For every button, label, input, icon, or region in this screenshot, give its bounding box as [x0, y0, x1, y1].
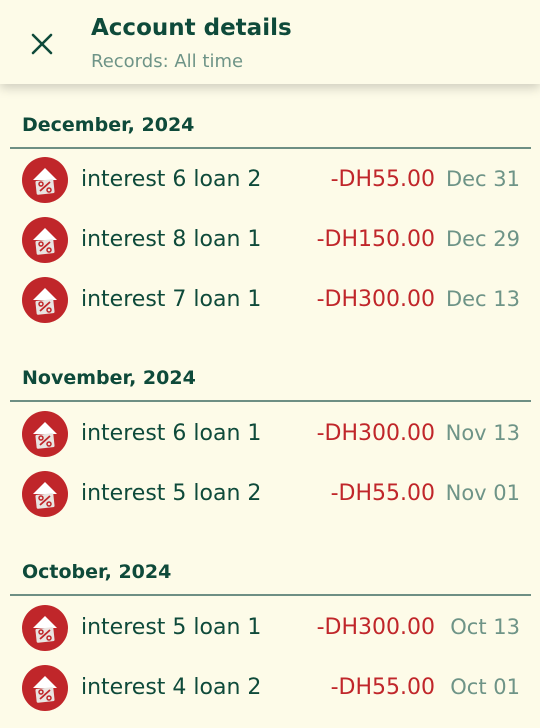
record-row[interactable]: interest 6 loan 1 -DH300.00 Nov 13 — [0, 409, 540, 459]
record-name: interest 5 loan 1 — [81, 615, 262, 640]
loan-interest-icon — [22, 157, 68, 203]
record-amount: -DH55.00 — [330, 675, 435, 700]
record-name: interest 8 loan 1 — [81, 227, 262, 252]
record-row[interactable]: interest 5 loan 2 -DH55.00 Nov 01 — [0, 469, 540, 519]
record-name: interest 4 loan 2 — [81, 675, 262, 700]
loan-interest-icon — [22, 605, 68, 651]
record-date: Nov 13 — [445, 421, 520, 445]
section-divider — [10, 147, 531, 149]
loan-interest-icon — [22, 411, 68, 457]
record-name: interest 6 loan 1 — [81, 421, 262, 446]
record-name: interest 6 loan 2 — [81, 167, 262, 192]
record-amount: -DH300.00 — [316, 287, 435, 312]
records-filter-label[interactable]: Records: All time — [91, 51, 244, 72]
section-title-november: November, 2024 — [22, 367, 196, 389]
record-amount: -DH55.00 — [330, 481, 435, 506]
record-amount: -DH300.00 — [316, 421, 435, 446]
record-date: Dec 13 — [445, 287, 520, 311]
record-date: Dec 29 — [445, 227, 520, 251]
record-date: Dec 31 — [445, 167, 520, 191]
loan-interest-icon — [22, 665, 68, 711]
section-divider — [10, 594, 531, 596]
record-row[interactable]: interest 8 loan 1 -DH150.00 Dec 29 — [0, 215, 540, 265]
record-date: Nov 01 — [445, 481, 520, 505]
loan-interest-icon — [22, 217, 68, 263]
record-amount: -DH300.00 — [316, 615, 435, 640]
record-name: interest 7 loan 1 — [81, 287, 262, 312]
record-amount: -DH55.00 — [330, 167, 435, 192]
close-icon — [31, 33, 53, 55]
section-divider — [10, 400, 531, 402]
record-row[interactable]: interest 7 loan 1 -DH300.00 Dec 13 — [0, 275, 540, 325]
app-header: Account details Records: All time — [0, 0, 540, 84]
record-date: Oct 01 — [450, 675, 520, 699]
loan-interest-icon — [22, 471, 68, 517]
record-row[interactable]: interest 5 loan 1 -DH300.00 Oct 13 — [0, 603, 540, 653]
loan-interest-icon — [22, 277, 68, 323]
page-title: Account details — [91, 15, 292, 41]
section-title-october: October, 2024 — [22, 561, 172, 583]
record-name: interest 5 loan 2 — [81, 481, 262, 506]
record-date: Oct 13 — [450, 615, 520, 639]
close-button[interactable] — [24, 26, 60, 62]
record-amount: -DH150.00 — [316, 227, 435, 252]
section-title-december: December, 2024 — [22, 114, 195, 136]
record-row[interactable]: interest 4 loan 2 -DH55.00 Oct 01 — [0, 663, 540, 713]
record-row[interactable]: interest 6 loan 2 -DH55.00 Dec 31 — [0, 155, 540, 205]
